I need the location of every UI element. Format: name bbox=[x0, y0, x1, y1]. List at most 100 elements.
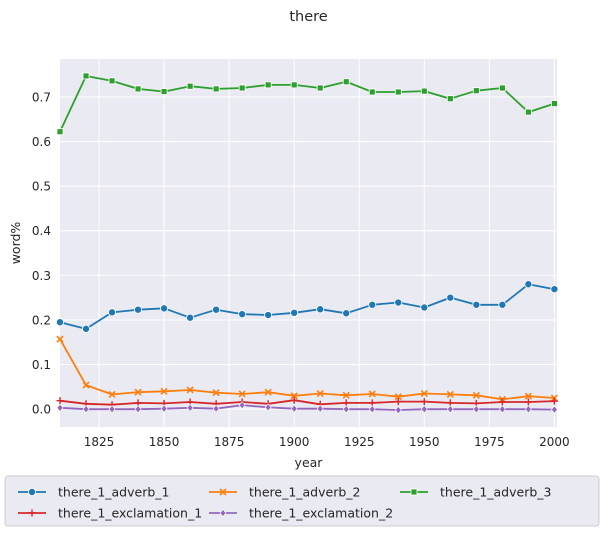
data-point bbox=[108, 405, 116, 414]
data-point bbox=[368, 300, 377, 309]
data-point bbox=[134, 388, 142, 396]
data-point bbox=[524, 108, 532, 116]
chart-title: there bbox=[289, 9, 327, 25]
data-point bbox=[264, 311, 273, 320]
data-point bbox=[550, 397, 558, 405]
data-point bbox=[472, 405, 480, 414]
legend-label: there_1_adverb_2 bbox=[249, 485, 360, 500]
data-point bbox=[394, 405, 402, 415]
legend-item-there_1_adverb_3: there_1_adverb_3 bbox=[400, 485, 551, 500]
data-point bbox=[290, 396, 298, 404]
data-point bbox=[219, 508, 227, 518]
legend-frame bbox=[4, 475, 600, 527]
data-point bbox=[134, 85, 142, 93]
x-tick-label: 1950 bbox=[409, 435, 440, 449]
series-there_1_adverb_1 bbox=[56, 280, 559, 333]
data-point bbox=[134, 305, 143, 314]
data-point bbox=[342, 78, 350, 86]
y-tick-label: 0.4 bbox=[32, 224, 51, 238]
data-point bbox=[394, 398, 402, 406]
legend-label: there_1_adverb_3 bbox=[440, 485, 551, 500]
legend: there_1_adverb_1 there_1_adverb_2 there_1_… bbox=[4, 475, 600, 527]
data-point bbox=[264, 81, 272, 89]
data-point bbox=[160, 88, 168, 95]
data-point bbox=[446, 293, 455, 302]
data-point bbox=[290, 81, 298, 89]
data-point bbox=[472, 300, 481, 309]
x-tick-label: 1850 bbox=[149, 435, 180, 449]
data-point bbox=[56, 128, 64, 136]
data-point bbox=[56, 335, 64, 343]
series-layer bbox=[56, 72, 559, 415]
data-point bbox=[498, 300, 507, 309]
data-point bbox=[420, 389, 428, 398]
data-point bbox=[446, 95, 454, 103]
x-tick-label: 1825 bbox=[84, 435, 115, 449]
data-point bbox=[550, 285, 559, 294]
data-point bbox=[420, 303, 429, 312]
data-point bbox=[316, 404, 324, 413]
data-point bbox=[316, 84, 324, 92]
series-line bbox=[59, 75, 555, 133]
series-line bbox=[59, 404, 555, 411]
data-point bbox=[212, 305, 221, 314]
data-point bbox=[56, 318, 65, 327]
x-tick-label: 1975 bbox=[474, 435, 505, 449]
data-point bbox=[316, 305, 325, 314]
data-point bbox=[290, 392, 298, 400]
y-tick-label: 0.2 bbox=[32, 313, 51, 327]
data-point bbox=[342, 391, 350, 399]
data-point bbox=[524, 280, 533, 289]
data-point bbox=[264, 403, 272, 412]
data-point bbox=[316, 389, 324, 398]
x-axis-label: year bbox=[295, 455, 324, 470]
data-point bbox=[342, 405, 350, 414]
x-tick-label: 1875 bbox=[214, 435, 245, 449]
data-point bbox=[394, 393, 402, 401]
legend-label: there_1_adverb_1 bbox=[58, 485, 169, 500]
data-point bbox=[472, 391, 480, 399]
data-point bbox=[186, 386, 194, 394]
series-line bbox=[59, 399, 555, 406]
y-tick-label: 0.5 bbox=[32, 180, 51, 194]
data-point bbox=[186, 82, 194, 90]
series-there_1_exclamation_2 bbox=[56, 401, 558, 415]
data-point bbox=[551, 405, 558, 414]
data-point bbox=[498, 398, 506, 406]
legend-label: there_1_exclamation_1 bbox=[58, 506, 202, 521]
data-point bbox=[550, 100, 558, 108]
y-axis-label: word% bbox=[8, 222, 23, 265]
legend-label: there_1_exclamation_2 bbox=[249, 506, 393, 521]
data-point bbox=[446, 390, 454, 399]
data-point bbox=[108, 390, 116, 399]
grid bbox=[60, 59, 557, 427]
data-point bbox=[420, 405, 428, 414]
data-point bbox=[108, 308, 117, 317]
tick-labels: 1825 1850 1875 1900 1925 1950 1975 2000 0.0 0.1 0.… bbox=[32, 90, 570, 449]
data-point bbox=[238, 390, 246, 398]
legend-item-there_1_exclamation_1: there_1_exclamation_1 bbox=[18, 506, 202, 521]
data-point bbox=[82, 324, 91, 333]
data-point bbox=[394, 298, 403, 307]
data-point bbox=[394, 88, 402, 96]
data-point bbox=[108, 77, 116, 85]
data-point bbox=[290, 404, 298, 413]
y-tick-label: 0.0 bbox=[32, 403, 51, 417]
data-point bbox=[28, 509, 36, 517]
data-point bbox=[82, 381, 90, 389]
data-point bbox=[368, 390, 376, 398]
data-point bbox=[56, 397, 64, 405]
data-point bbox=[160, 304, 169, 313]
data-point bbox=[82, 72, 90, 80]
data-point bbox=[368, 88, 376, 96]
y-tick-label: 0.6 bbox=[32, 135, 51, 149]
data-point bbox=[238, 84, 246, 92]
data-point bbox=[290, 308, 299, 317]
data-point bbox=[524, 398, 532, 406]
series-line bbox=[59, 338, 555, 401]
data-point bbox=[368, 405, 376, 414]
legend-item-there_1_adverb_2: there_1_adverb_2 bbox=[209, 485, 360, 500]
data-point bbox=[27, 487, 36, 496]
